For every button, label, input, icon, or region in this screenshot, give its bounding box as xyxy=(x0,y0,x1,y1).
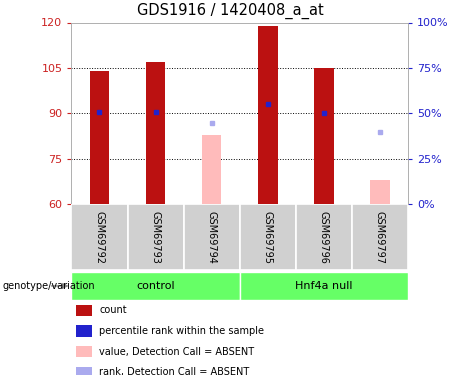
Bar xyxy=(240,272,408,300)
Bar xyxy=(314,68,334,204)
Bar xyxy=(202,135,221,204)
Bar xyxy=(90,71,109,204)
Bar xyxy=(71,272,240,300)
Text: GSM69794: GSM69794 xyxy=(207,211,217,264)
Text: GSM69797: GSM69797 xyxy=(375,211,385,264)
Text: GSM69796: GSM69796 xyxy=(319,211,329,264)
Bar xyxy=(240,204,296,270)
Bar xyxy=(128,204,183,270)
Text: GSM69795: GSM69795 xyxy=(263,211,273,264)
Bar xyxy=(71,204,128,270)
Text: rank, Detection Call = ABSENT: rank, Detection Call = ABSENT xyxy=(99,367,249,375)
Text: GDS1916 / 1420408_a_at: GDS1916 / 1420408_a_at xyxy=(137,3,324,19)
Bar xyxy=(370,180,390,204)
Text: GSM69793: GSM69793 xyxy=(151,211,160,264)
Text: GSM69792: GSM69792 xyxy=(95,211,105,264)
Bar xyxy=(296,204,352,270)
Bar xyxy=(352,204,408,270)
Text: genotype/variation: genotype/variation xyxy=(2,281,95,291)
Text: count: count xyxy=(99,305,127,315)
Text: Hnf4a null: Hnf4a null xyxy=(295,281,353,291)
Text: percentile rank within the sample: percentile rank within the sample xyxy=(99,326,264,336)
Bar xyxy=(258,26,278,204)
Text: control: control xyxy=(136,281,175,291)
Bar xyxy=(183,204,240,270)
Bar xyxy=(146,62,165,204)
Text: value, Detection Call = ABSENT: value, Detection Call = ABSENT xyxy=(99,346,254,357)
